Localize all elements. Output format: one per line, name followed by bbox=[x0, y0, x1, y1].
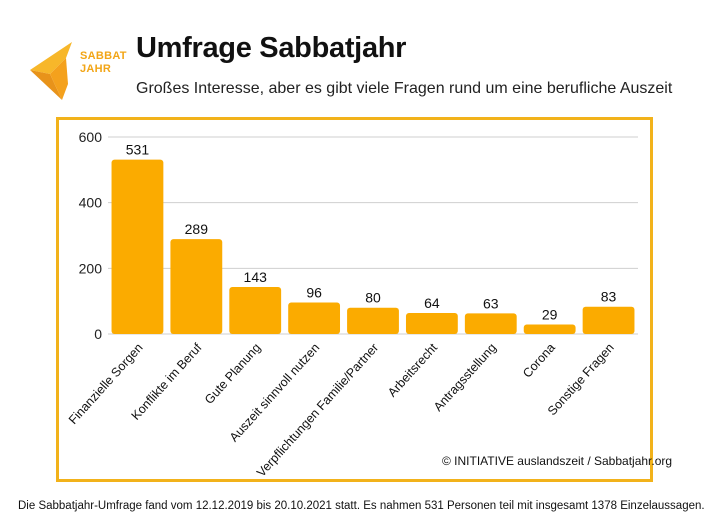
bar bbox=[523, 324, 576, 334]
data-label: 63 bbox=[483, 295, 499, 311]
data-label: 531 bbox=[126, 142, 150, 158]
x-tick-label: Verpflichtungen Familie/Partner bbox=[254, 341, 381, 480]
data-label: 83 bbox=[601, 289, 617, 305]
logo-line2: JAHR bbox=[80, 63, 112, 75]
y-tick-label: 200 bbox=[79, 260, 103, 276]
x-tick-label: Antragsstellung bbox=[431, 341, 499, 414]
x-tick-label: Gute Planung bbox=[202, 341, 264, 407]
chart-frame bbox=[56, 117, 653, 482]
bar bbox=[405, 312, 458, 334]
page-subtitle: Großes Interesse, aber es gibt viele Fra… bbox=[136, 80, 673, 97]
data-label: 64 bbox=[424, 295, 440, 311]
bar bbox=[288, 302, 341, 334]
page-title: Umfrage Sabbatjahr bbox=[136, 32, 407, 64]
y-tick-label: 400 bbox=[79, 195, 103, 211]
data-label: 289 bbox=[185, 221, 209, 237]
bar bbox=[582, 306, 635, 334]
x-tick-label: Corona bbox=[520, 341, 558, 381]
data-label: 96 bbox=[306, 284, 322, 300]
data-label: 143 bbox=[244, 269, 268, 285]
logo-line1: SABBAT bbox=[80, 50, 127, 62]
data-label: 29 bbox=[542, 306, 558, 322]
bar bbox=[347, 307, 399, 334]
y-tick-label: 0 bbox=[94, 326, 102, 342]
bar bbox=[111, 159, 164, 334]
y-tick-label: 600 bbox=[79, 129, 103, 145]
logo-text: SABBAT JAHR bbox=[80, 50, 127, 76]
x-tick-label: Arbeitsrecht bbox=[385, 340, 440, 399]
bar bbox=[170, 239, 223, 334]
bar bbox=[464, 313, 517, 334]
data-label: 80 bbox=[365, 290, 381, 306]
copyright-credit: © INITIATIVE auslandszeit / Sabbatjahr.o… bbox=[442, 454, 673, 468]
survey-footnote: Die Sabbatjahr-Umfrage fand vom 12.12.20… bbox=[18, 500, 705, 512]
bar bbox=[229, 287, 282, 334]
sabbatjahr-logo-icon bbox=[30, 42, 72, 100]
